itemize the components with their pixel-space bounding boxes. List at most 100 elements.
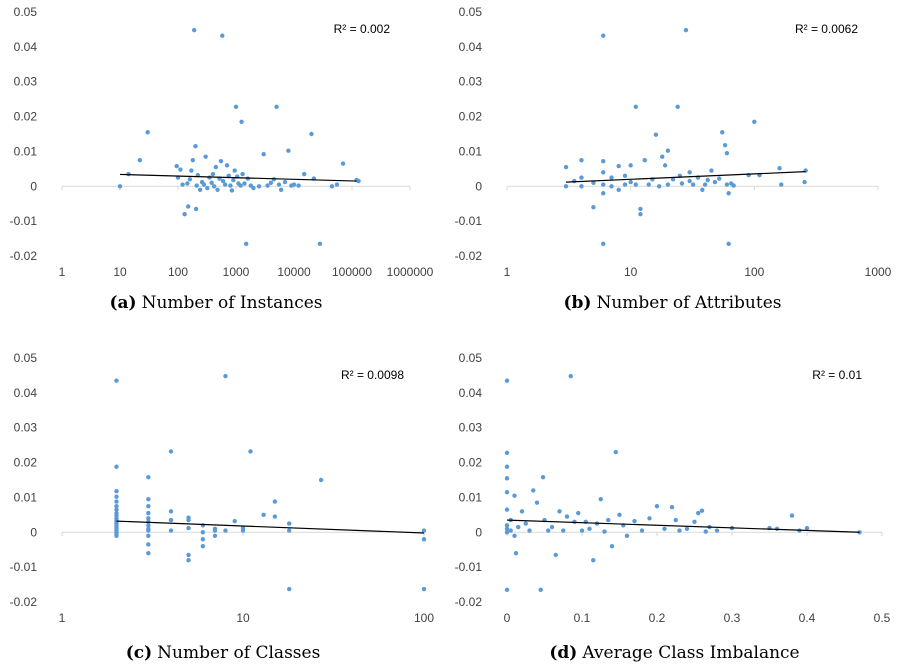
data-point [209, 180, 214, 185]
data-point [504, 378, 510, 383]
data-point [248, 449, 253, 454]
data-point [238, 183, 243, 188]
data-point [191, 27, 197, 33]
y-tick-label: -0.01 [10, 560, 38, 574]
data-point [628, 179, 633, 185]
y-tick-label: -0.02 [10, 249, 38, 263]
caption-letter: (c) [126, 643, 152, 663]
data-point [802, 179, 807, 185]
data-point [185, 181, 190, 186]
caption-text: Number of Attributes [596, 293, 781, 313]
y-tick-label: 0 [475, 179, 482, 193]
data-point [117, 184, 123, 189]
data-point [189, 168, 194, 173]
data-point [242, 181, 247, 186]
data-point [232, 518, 237, 524]
data-point [272, 514, 278, 519]
trendline [506, 519, 860, 533]
x-tick-label: 10000 [277, 265, 311, 279]
data-point [601, 182, 606, 187]
x-tick-label: 100 [744, 265, 764, 279]
data-point [193, 206, 199, 212]
data-point [684, 526, 690, 531]
data-point [606, 517, 611, 523]
x-tick-label: 1 [59, 265, 66, 279]
data-point [317, 241, 323, 246]
data-point [616, 187, 621, 192]
data-point [231, 177, 236, 183]
data-point [508, 528, 513, 533]
data-point [146, 510, 151, 516]
y-tick-label: -0.02 [455, 595, 483, 609]
data-point [146, 496, 151, 502]
data-point [222, 182, 228, 187]
caption-text: Average Class Imbalance [581, 643, 799, 663]
data-point [291, 182, 297, 187]
data-point [201, 182, 207, 187]
data-point [647, 516, 652, 521]
data-point [546, 528, 551, 533]
y-tick-label: 0.04 [14, 40, 38, 54]
data-point [504, 523, 510, 528]
x-tick-label: 10 [624, 265, 638, 279]
data-point [194, 183, 199, 188]
x-tick-label: 0.5 [874, 611, 891, 625]
data-point [519, 509, 525, 514]
data-point [278, 187, 284, 192]
data-point [656, 184, 662, 189]
data-point [527, 528, 532, 533]
data-point [168, 449, 174, 454]
data-point [512, 493, 517, 498]
data-point [215, 187, 220, 192]
y-tick-label: -0.01 [10, 214, 38, 228]
data-point [561, 528, 566, 533]
data-point [702, 182, 708, 187]
y-tick-label: 0.01 [459, 490, 483, 504]
data-point [670, 177, 676, 182]
data-point [726, 191, 731, 196]
chart-panel-c: -0.02 -0.01 0 0.01 0.02 0.03 0.04 0.05 1 10 100 R² … [10, 351, 435, 663]
data-point [200, 537, 206, 542]
data-point [553, 552, 558, 558]
chart-caption: (a) Number of Instances [109, 293, 322, 313]
data-point [516, 524, 521, 530]
data-point [187, 177, 193, 182]
data-point [274, 104, 279, 110]
data-point [212, 533, 218, 538]
y-tick-label: 0.05 [14, 5, 38, 19]
data-point [114, 507, 119, 512]
data-point [549, 524, 555, 530]
data-point [692, 519, 697, 525]
data-point [687, 178, 692, 184]
data-point [168, 509, 174, 514]
caption-letter: (a) [109, 293, 136, 313]
data-point [665, 148, 671, 153]
x-tick-label: 100000 [332, 265, 372, 279]
data-point [200, 523, 206, 528]
data-point [665, 182, 671, 187]
data-point [224, 163, 230, 168]
data-point [240, 528, 246, 533]
data-point [679, 181, 685, 186]
data-point [168, 517, 174, 523]
data-point [197, 187, 203, 192]
y-tick-label: 0.04 [459, 386, 483, 400]
data-point [210, 171, 216, 177]
data-point [186, 525, 191, 531]
x-tick-label: 1000000 [387, 265, 434, 279]
data-point [239, 119, 244, 125]
chart-panel-d: -0.02 -0.01 0 0.01 0.02 0.03 0.04 0.05 0 0.1 0.2 0.… [455, 351, 891, 663]
data-point [705, 177, 710, 183]
data-point [137, 157, 143, 163]
chart-caption: (c) Number of Classes [126, 643, 321, 663]
data-point [538, 587, 543, 592]
trendline [565, 171, 806, 183]
data-point [146, 542, 151, 547]
data-point [722, 142, 728, 148]
y-tick-label: 0.03 [459, 421, 483, 435]
y-tick-label: 0.01 [14, 490, 38, 504]
data-point [251, 185, 256, 191]
data-point [632, 518, 637, 524]
data-point [256, 184, 262, 189]
data-point [512, 533, 517, 538]
